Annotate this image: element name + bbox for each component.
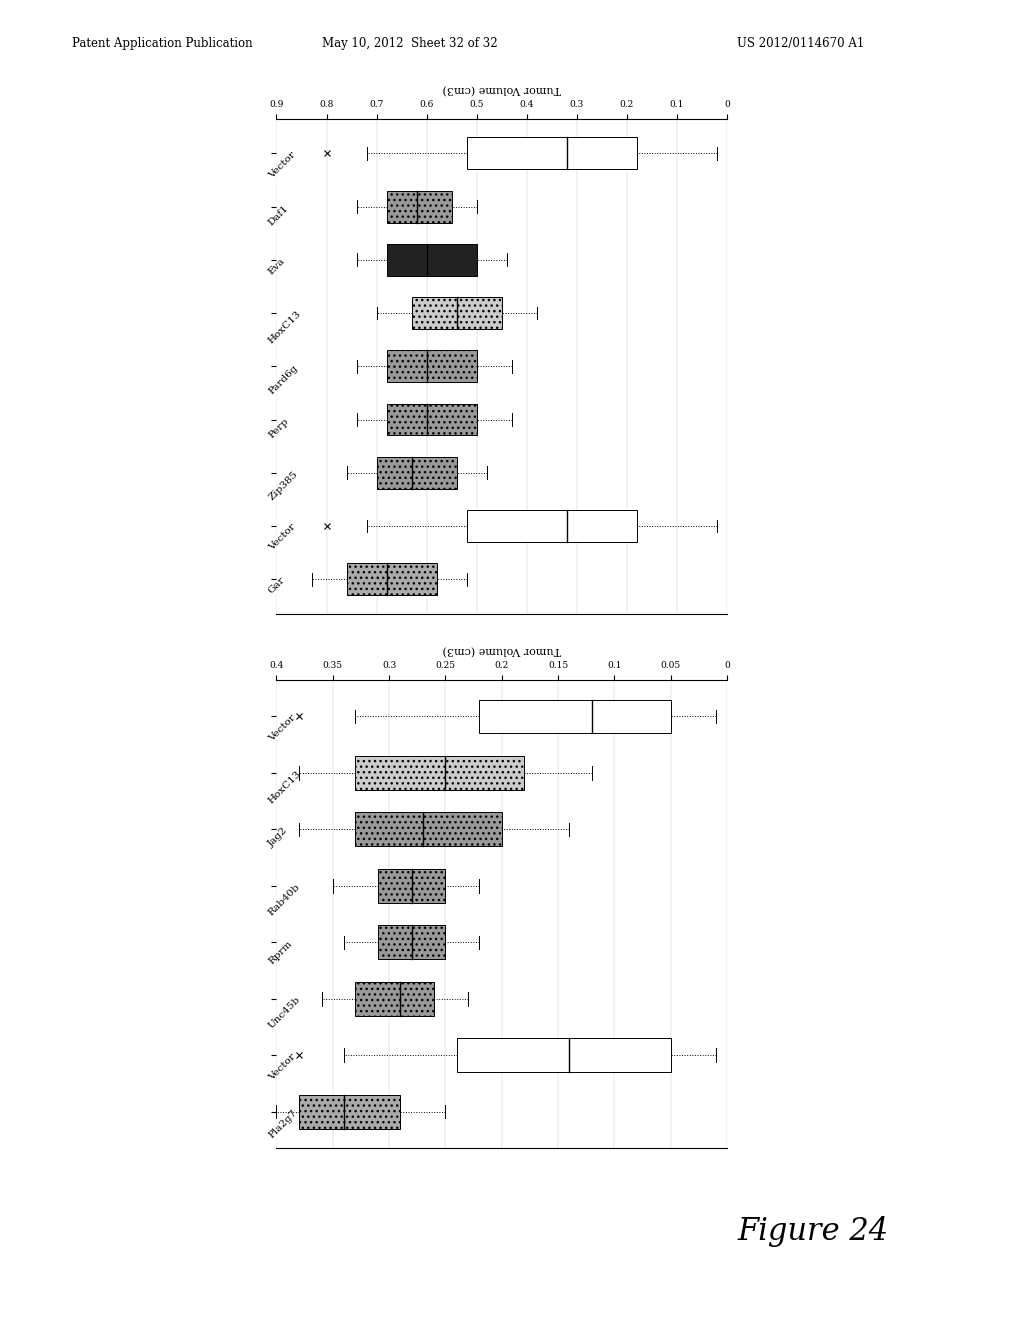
X-axis label: Tumor Volume (cm3): Tumor Volume (cm3) — [442, 83, 561, 94]
Bar — [355, 813, 502, 846]
Bar — [299, 1094, 400, 1129]
Bar — [377, 457, 457, 488]
Bar — [378, 925, 445, 960]
X-axis label: Tumor Volume (cm3): Tumor Volume (cm3) — [442, 644, 561, 655]
Bar — [412, 297, 502, 329]
Bar — [467, 510, 637, 543]
Text: Patent Application Publication: Patent Application Publication — [72, 37, 252, 50]
Bar — [387, 190, 452, 223]
Bar — [387, 350, 477, 383]
Bar — [346, 564, 436, 595]
Text: US 2012/0114670 A1: US 2012/0114670 A1 — [737, 37, 864, 50]
Text: Figure 24: Figure 24 — [737, 1217, 889, 1247]
Text: May 10, 2012  Sheet 32 of 32: May 10, 2012 Sheet 32 of 32 — [322, 37, 498, 50]
Bar — [355, 982, 434, 1015]
Bar — [387, 244, 477, 276]
Bar — [479, 700, 671, 734]
Bar — [378, 869, 445, 903]
Bar — [355, 756, 524, 789]
Bar — [457, 1039, 671, 1072]
Bar — [467, 137, 637, 169]
Bar — [387, 404, 477, 436]
